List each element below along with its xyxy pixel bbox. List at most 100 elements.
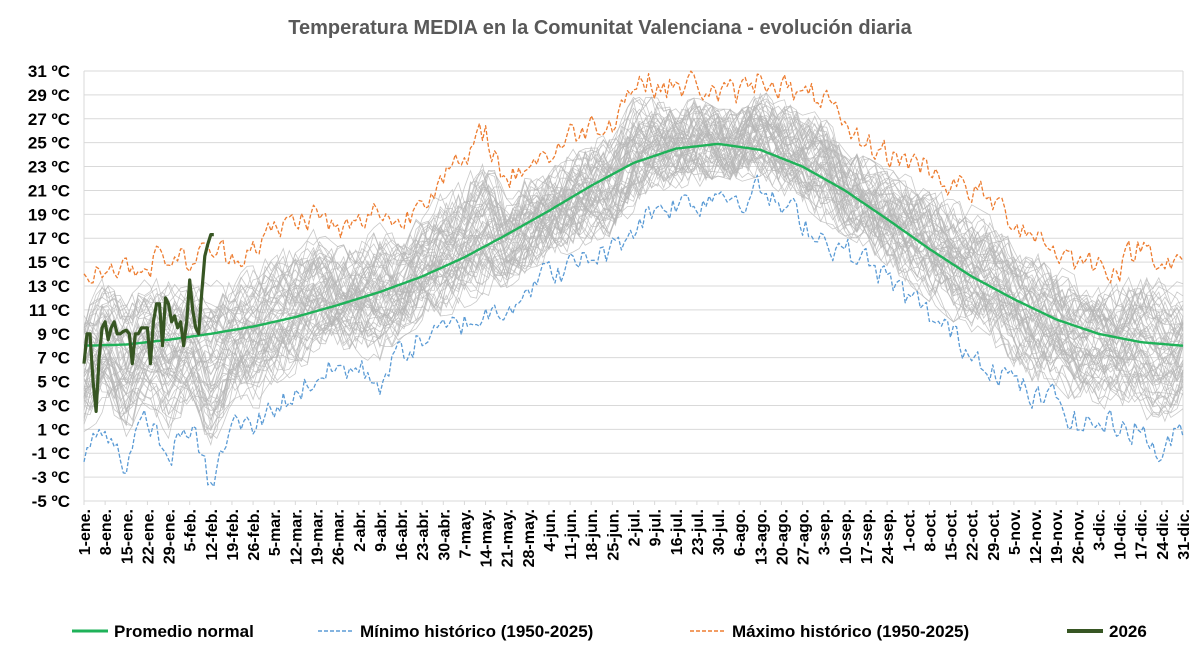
x-tick-label: 25-jun. bbox=[605, 509, 622, 561]
historical-year-line bbox=[83, 116, 1184, 370]
x-tick-label: 2-abr. bbox=[352, 509, 369, 552]
y-tick-label: -3 ºC bbox=[32, 468, 70, 487]
y-tick-label: 1 ºC bbox=[37, 420, 70, 439]
x-tick-label: 3-dic. bbox=[1092, 509, 1109, 551]
y-tick-label: 29 ºC bbox=[28, 86, 70, 105]
x-tick-label: 5-mar. bbox=[267, 509, 284, 556]
historical-year-line bbox=[83, 98, 1184, 330]
x-tick-label: 27-ago. bbox=[796, 509, 813, 565]
y-tick-label: -5 ºC bbox=[32, 492, 70, 511]
legend-label: Máximo histórico (1950-2025) bbox=[732, 622, 969, 641]
historical-year-line bbox=[83, 98, 1184, 345]
x-tick-label: 9-jul. bbox=[648, 509, 665, 546]
x-tick-label: 5-nov. bbox=[1007, 509, 1024, 555]
historical-years-band bbox=[83, 92, 1184, 447]
historical-year-line bbox=[83, 138, 1184, 431]
x-tick-label: 31-dic. bbox=[1176, 509, 1193, 560]
x-tick-label: 17-sep. bbox=[859, 509, 876, 564]
y-tick-label: 31 ºC bbox=[28, 62, 70, 81]
historical-year-line bbox=[83, 101, 1184, 345]
x-tick-label: 14-may. bbox=[479, 509, 496, 567]
x-tick-label: 15-oct. bbox=[944, 509, 961, 561]
historical-year-line bbox=[83, 142, 1184, 432]
x-tick-label: 24-sep. bbox=[880, 509, 897, 564]
historical-year-line bbox=[83, 113, 1184, 375]
x-tick-label: 1-ene. bbox=[77, 509, 94, 555]
y-tick-label: 5 ºC bbox=[37, 373, 70, 392]
y-tick-label: 19 ºC bbox=[28, 205, 70, 224]
y-tick-label: 3 ºC bbox=[37, 396, 70, 415]
historical-year-line bbox=[83, 104, 1184, 354]
x-tick-label: 29-oct. bbox=[986, 509, 1003, 561]
historical-year-line bbox=[83, 96, 1184, 331]
y-tick-label: 17 ºC bbox=[28, 229, 70, 248]
series-line-promedio-normal bbox=[83, 142, 1184, 347]
x-tick-label: 19-nov. bbox=[1049, 509, 1066, 564]
historical-year-line bbox=[83, 95, 1184, 328]
x-tick-label: 13-ago. bbox=[753, 509, 770, 565]
legend: Promedio normal Mínimo histórico (1950-20… bbox=[72, 622, 1147, 641]
x-tick-label: 19-mar. bbox=[310, 509, 327, 565]
x-tick-label: 8-ene. bbox=[98, 509, 115, 555]
x-tick-label: 10-sep. bbox=[838, 509, 855, 564]
x-tick-label: 12-feb. bbox=[204, 509, 221, 561]
y-tick-label: 27 ºC bbox=[28, 110, 70, 129]
x-tick-label: 24-dic. bbox=[1155, 509, 1172, 560]
series-line-2026 bbox=[82, 233, 214, 413]
y-tick-label: 11 ºC bbox=[29, 301, 70, 320]
x-tick-label: 23-jul. bbox=[690, 509, 707, 555]
y-tick-label: 23 ºC bbox=[28, 158, 70, 177]
y-tick-label: 25 ºC bbox=[28, 134, 70, 153]
x-tick-label: 12-mar. bbox=[288, 509, 305, 565]
x-tick-label: 3-sep. bbox=[817, 509, 834, 555]
x-tick-label: 2-jul. bbox=[627, 509, 644, 546]
x-tick-label: 30-abr. bbox=[436, 509, 453, 561]
x-tick-label: 7-may. bbox=[457, 509, 474, 559]
legend-label: Mínimo histórico (1950-2025) bbox=[360, 622, 593, 641]
x-tick-label: 11-jun. bbox=[563, 509, 580, 560]
y-axis-ticks: -5 ºC -3 ºC -1 ºC 1 ºC 3 ºC 5 ºC 7 ºC 9 ºC 11 ºC… bbox=[28, 62, 70, 511]
x-tick-label: 26-nov. bbox=[1070, 509, 1087, 564]
x-tick-label: 8-oct. bbox=[922, 509, 939, 552]
x-tick-label: 26-feb. bbox=[246, 509, 263, 561]
historical-year-line bbox=[83, 121, 1184, 376]
x-tick-label: 28-may. bbox=[521, 509, 538, 567]
historical-year-line bbox=[83, 92, 1184, 333]
series-line-m-ximo-hist-rico-1950-2025 bbox=[83, 70, 1184, 284]
x-tick-label: 26-mar. bbox=[331, 509, 348, 565]
y-tick-label: 9 ºC bbox=[37, 325, 70, 344]
x-tick-label: 23-abr. bbox=[415, 509, 432, 561]
x-tick-label: 30-jul. bbox=[711, 509, 728, 555]
historical-year-line bbox=[83, 92, 1184, 330]
x-tick-label: 16-jul. bbox=[669, 509, 686, 555]
x-tick-label: 19-feb. bbox=[225, 509, 242, 561]
historical-year-line bbox=[83, 145, 1184, 440]
x-tick-label: 4-jun. bbox=[542, 509, 559, 552]
y-tick-label: -1 ºC bbox=[32, 444, 70, 463]
series-line-m-nimo-hist-rico-1950-2025 bbox=[83, 174, 1184, 488]
x-tick-label: 18-jun. bbox=[584, 509, 601, 561]
historical-year-line bbox=[83, 142, 1184, 440]
x-tick-label: 6-ago. bbox=[732, 509, 749, 556]
x-tick-label: 10-dic. bbox=[1113, 509, 1130, 560]
legend-label: Promedio normal bbox=[114, 622, 254, 641]
x-tick-label: 12-nov. bbox=[1028, 509, 1045, 564]
x-tick-label: 22-oct. bbox=[965, 509, 982, 561]
historical-year-line bbox=[83, 96, 1184, 356]
y-tick-label: 15 ºC bbox=[28, 253, 70, 272]
x-tick-label: 29-ene. bbox=[162, 509, 179, 564]
series-lines bbox=[82, 70, 1184, 488]
x-tick-label: 15-ene. bbox=[119, 509, 136, 564]
x-axis-ticks: 1-ene. 8-ene. 15-ene. 22-ene. 29-ene. 5-feb. 1… bbox=[77, 501, 1193, 567]
x-tick-label: 16-abr. bbox=[394, 509, 411, 561]
x-tick-label: 5-feb. bbox=[183, 509, 200, 552]
x-tick-label: 22-ene. bbox=[140, 509, 157, 564]
x-tick-label: 17-dic. bbox=[1134, 509, 1151, 560]
historical-year-line bbox=[83, 124, 1184, 387]
x-tick-label: 9-abr. bbox=[373, 509, 390, 552]
x-tick-label: 20-ago. bbox=[774, 509, 791, 565]
legend-label: 2026 bbox=[1109, 622, 1147, 641]
chart-title: Temperatura MEDIA en la Comunitat Valenc… bbox=[288, 17, 912, 39]
y-tick-label: 21 ºC bbox=[28, 181, 70, 200]
